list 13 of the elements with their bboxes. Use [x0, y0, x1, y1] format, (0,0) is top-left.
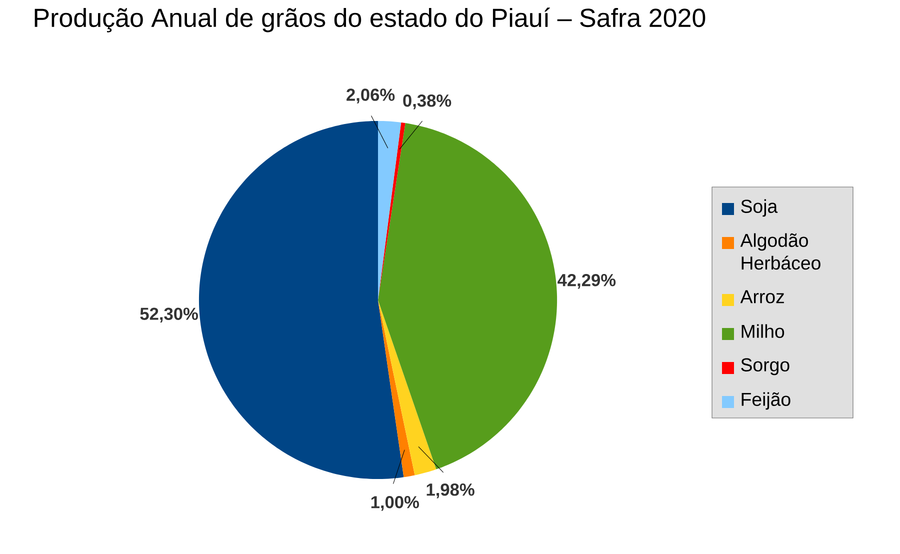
data-label: 2,06%	[346, 88, 395, 104]
legend-label: Arroz	[740, 290, 784, 304]
legend-label: Sorgo	[741, 358, 790, 376]
data-label: 42,29%	[558, 274, 616, 289]
legend-label: Feijão	[742, 392, 790, 410]
legend-label: Algodão Herbáceo	[740, 233, 820, 270]
data-label: 1,98%	[426, 483, 474, 498]
chart-title: Produção Anual de grãos do estado do Piauí – Safra 2020	[34, 8, 706, 32]
data-label: 0,38%	[403, 94, 452, 110]
legend-label: Soja	[741, 199, 778, 217]
data-label: 1,00%	[371, 496, 419, 511]
legend-label: Milho	[742, 324, 784, 338]
data-label: 52,30%	[140, 308, 198, 322]
